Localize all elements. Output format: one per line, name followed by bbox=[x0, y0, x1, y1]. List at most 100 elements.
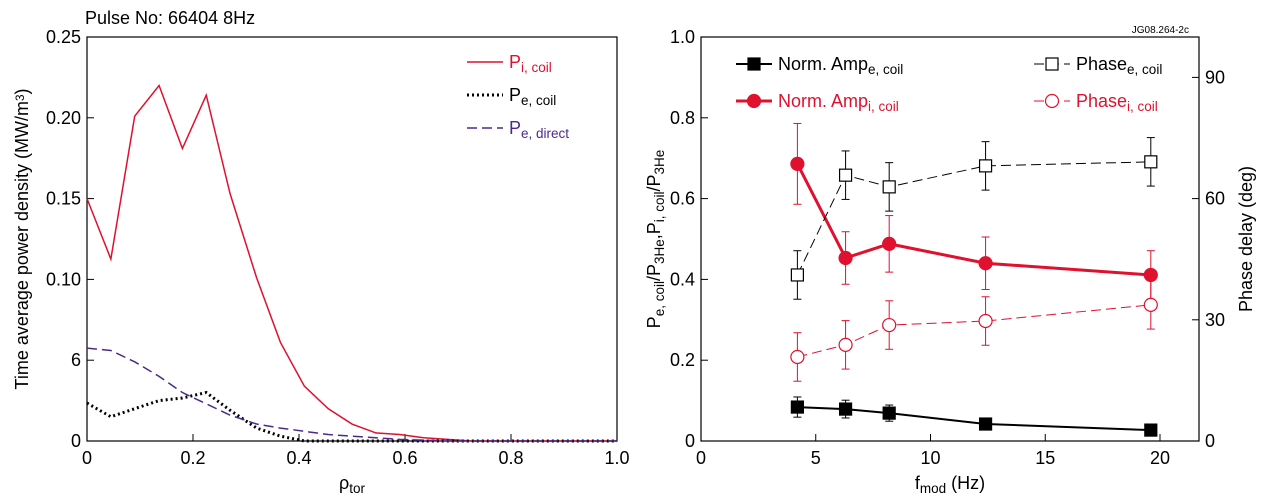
legend-marker bbox=[1045, 57, 1059, 71]
legend-label-part: i, coil bbox=[868, 99, 899, 114]
plot-frame bbox=[700, 36, 1200, 442]
data-point bbox=[1144, 155, 1158, 169]
y-tick-label: 0.15 bbox=[46, 189, 81, 209]
x-tick-label: 20 bbox=[1150, 448, 1170, 468]
legend-label: Phasee, coil bbox=[1076, 54, 1162, 77]
legend-label-part: Norm. Amp bbox=[778, 91, 868, 111]
legend-label-part: e, coil bbox=[521, 93, 556, 108]
x-tick-label: 0.4 bbox=[286, 448, 311, 468]
y-tick-label: 0.10 bbox=[46, 269, 81, 289]
y2-tick-label: 30 bbox=[1205, 310, 1225, 330]
y-axis-label-part: ) bbox=[12, 89, 32, 95]
y-axis-label: Time average power density (MW/m3) bbox=[12, 89, 32, 390]
y-tick-label: 1.0 bbox=[670, 27, 695, 47]
data-point bbox=[790, 400, 804, 414]
data-point bbox=[790, 349, 805, 365]
x-tick-label: 0 bbox=[696, 448, 706, 468]
data-point bbox=[790, 268, 804, 282]
panel: JG08.264-2c 0 5 10 15 20 0 0.2 0.4 0.6 0.8 1.0 0 30 60… bbox=[644, 25, 1256, 496]
x-tick-label: 0.2 bbox=[180, 448, 205, 468]
data-point bbox=[1143, 297, 1158, 312]
y2-tick-label: 60 bbox=[1205, 189, 1225, 209]
y-tick-label: 0.20 bbox=[46, 108, 81, 128]
y-axis-label-part: e, coil bbox=[652, 281, 667, 316]
legend-label-part: e, direct bbox=[521, 126, 569, 141]
data-point bbox=[838, 168, 853, 182]
x-tick-label: 0.6 bbox=[392, 448, 417, 468]
x-tick-label: 10 bbox=[920, 448, 940, 468]
y-tick-label: 0.25 bbox=[46, 27, 81, 47]
data-point bbox=[882, 236, 897, 251]
data-point bbox=[1144, 423, 1158, 437]
legend-label-part: e, coil bbox=[868, 62, 903, 77]
y2-tick-label: 90 bbox=[1205, 67, 1225, 87]
x-axis-label-part: f bbox=[915, 473, 921, 493]
y-axis-label-part: P bbox=[644, 316, 664, 328]
legend-label: Phasei, coil bbox=[1076, 91, 1158, 114]
x-tick-label: 0.8 bbox=[498, 448, 523, 468]
y2-tick-label: 0 bbox=[1205, 431, 1215, 451]
x-axis-label-part: ρ bbox=[339, 473, 349, 493]
data-point bbox=[978, 159, 993, 173]
legend-label-part: Phase bbox=[1076, 91, 1127, 111]
x-axis-label: fmod (Hz) bbox=[915, 473, 985, 496]
x-tick-label: 1.0 bbox=[604, 448, 629, 468]
y-axis-label-part: /P bbox=[644, 174, 664, 191]
y-axis-label-part: ,P bbox=[644, 222, 664, 239]
legend-label-part: P bbox=[509, 118, 521, 138]
y-tick-label: 0 bbox=[71, 431, 81, 451]
data-point bbox=[1143, 267, 1158, 283]
y-axis-label-part: /P bbox=[644, 264, 664, 281]
data-point bbox=[978, 417, 993, 431]
y-axis-label-part: 3He bbox=[652, 239, 667, 264]
legend-label-part: e, coil bbox=[1127, 62, 1162, 77]
legend-label-part: P bbox=[509, 52, 521, 72]
legend-label: Norm. Ampe, coil bbox=[778, 54, 903, 77]
x-tick-label: 0 bbox=[82, 448, 92, 468]
y-tick-label: 0.2 bbox=[670, 350, 695, 370]
data-point bbox=[978, 313, 993, 329]
legend-label: Norm. Ampi, coil bbox=[778, 91, 899, 114]
chart-title: Pulse No: 66404 8Hz bbox=[85, 8, 255, 28]
legend-label-part: Norm. Amp bbox=[778, 54, 868, 74]
data-point bbox=[838, 250, 853, 266]
x-axis-label: ρtor bbox=[339, 473, 366, 496]
y-tick-label: 0.4 bbox=[670, 269, 695, 289]
data-point bbox=[882, 180, 896, 194]
y-axis-label-part: Time average power density (MW/m bbox=[12, 101, 32, 389]
panel: Pulse No: 66404 8Hz 0 0.2 0.4 0.6 0.8 1.0 0 6 0.1… bbox=[12, 8, 630, 496]
data-point bbox=[978, 256, 993, 271]
series-line bbox=[86, 390, 617, 443]
data-point bbox=[838, 402, 853, 416]
legend-marker bbox=[746, 93, 762, 109]
y-axis-label-part: 3 bbox=[14, 95, 27, 102]
legend-marker bbox=[1044, 93, 1060, 109]
annotation: JG08.264-2c bbox=[1132, 25, 1189, 36]
data-point bbox=[838, 337, 853, 352]
x-axis-label-part: tor bbox=[349, 481, 365, 496]
x-tick-label: 5 bbox=[811, 448, 821, 468]
legend-label-part: Phase bbox=[1076, 54, 1127, 74]
data-point bbox=[882, 406, 896, 420]
x-tick-label: 15 bbox=[1035, 448, 1055, 468]
data-point bbox=[882, 317, 897, 333]
legend-marker bbox=[747, 57, 761, 71]
x-axis-label-part: (Hz) bbox=[946, 473, 985, 493]
legend-label: Pe, direct bbox=[509, 118, 569, 141]
legend-label: Pe, coil bbox=[509, 85, 556, 108]
legend-label-part: i, coil bbox=[521, 60, 552, 75]
y-tick-label: 6 bbox=[71, 350, 81, 370]
y-tick-label: 0.8 bbox=[670, 108, 695, 128]
x-axis-label-part: mod bbox=[920, 481, 946, 496]
y2-axis-label: Phase delay (deg) bbox=[1236, 166, 1256, 312]
y-tick-label: 0.6 bbox=[670, 189, 695, 209]
y-axis-label-part: i, coil bbox=[652, 191, 667, 222]
legend-label-part: P bbox=[509, 85, 521, 105]
series-line bbox=[86, 347, 617, 442]
data-point bbox=[790, 156, 805, 171]
legend-label-part: i, coil bbox=[1127, 99, 1158, 114]
legend-label: Pi, coil bbox=[509, 52, 552, 75]
y-tick-label: 0 bbox=[685, 431, 695, 451]
